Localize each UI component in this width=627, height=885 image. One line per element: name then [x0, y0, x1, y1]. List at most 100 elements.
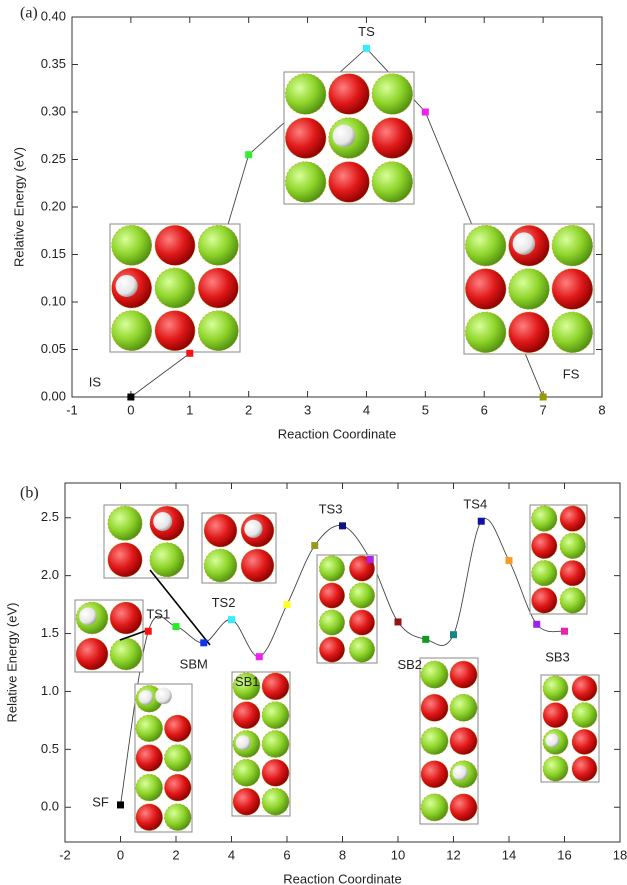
atom — [531, 533, 557, 559]
structure-inset — [135, 684, 192, 832]
x-axis-label: Reaction Coordinate — [278, 426, 397, 441]
y-tick-label: 0.5 — [41, 741, 59, 756]
x-tick-label: 2 — [245, 402, 252, 417]
atom — [110, 602, 142, 634]
hydrogen-atom — [333, 125, 355, 147]
atom — [319, 583, 344, 608]
atom — [421, 661, 448, 688]
x-tick-label: 6 — [481, 402, 488, 417]
atom — [450, 794, 477, 821]
x-tick-label: 18 — [613, 847, 627, 862]
atom — [262, 759, 289, 786]
atom — [349, 637, 374, 662]
atom — [465, 312, 506, 353]
y-tick-label: 0.20 — [41, 198, 66, 213]
atom — [319, 637, 344, 662]
atom — [465, 225, 506, 266]
structure-inset — [420, 658, 478, 824]
x-tick-label: 1 — [186, 402, 193, 417]
data-point — [145, 628, 152, 635]
atom — [421, 727, 448, 754]
data-point — [540, 394, 547, 401]
atom — [349, 610, 374, 635]
atom — [112, 225, 152, 265]
atom — [198, 225, 238, 265]
x-tick-label: 14 — [502, 847, 516, 862]
atom — [509, 312, 550, 353]
x-tick-label: 10 — [391, 847, 405, 862]
x-tick-label: 5 — [422, 402, 429, 417]
x-tick-label: 6 — [283, 847, 290, 862]
atom — [552, 312, 593, 353]
point-label: FS — [563, 366, 580, 381]
point-label: TS2 — [212, 595, 236, 610]
atom — [421, 761, 448, 788]
atom — [233, 759, 260, 786]
atom — [372, 74, 413, 115]
data-point — [450, 631, 457, 638]
atom — [509, 269, 550, 310]
atom — [572, 703, 597, 728]
atom — [108, 506, 142, 540]
data-point — [256, 653, 263, 660]
x-tick-label: 0 — [117, 847, 124, 862]
point-label: SF — [92, 794, 109, 809]
structure-inset — [202, 513, 276, 583]
y-tick-label: 0.35 — [41, 56, 66, 71]
atom — [319, 556, 344, 581]
atom — [421, 694, 448, 721]
atom — [155, 225, 195, 265]
atom — [150, 543, 184, 577]
atom — [450, 694, 477, 721]
y-tick-label: 0.05 — [41, 341, 66, 356]
atom — [164, 745, 191, 772]
y-tick-label: 1.0 — [41, 683, 59, 698]
atom — [204, 514, 237, 547]
hydrogen-atom — [513, 232, 535, 254]
data-point — [245, 151, 252, 158]
x-tick-label: 4 — [228, 847, 235, 862]
structure-inset — [232, 672, 290, 816]
atom — [164, 715, 191, 742]
atom — [450, 727, 477, 754]
figure: (a)0.000.050.100.150.200.250.300.350.40-… — [0, 0, 627, 885]
x-tick-label: 4 — [363, 402, 370, 417]
atom — [233, 788, 260, 815]
data-point — [367, 556, 374, 563]
hydrogen-atom — [545, 734, 559, 748]
atom — [319, 610, 344, 635]
atom — [572, 676, 597, 701]
data-point — [186, 350, 193, 357]
atom — [543, 676, 568, 701]
atom — [108, 543, 142, 577]
point-label: SBM — [180, 656, 208, 671]
atom — [155, 268, 195, 308]
atom — [241, 549, 274, 582]
data-point — [117, 801, 124, 808]
structure-inset — [284, 72, 414, 204]
data-point — [228, 616, 235, 623]
point-label: SB2 — [397, 657, 422, 672]
point-label: TS4 — [463, 497, 487, 512]
x-tick-label: -2 — [59, 847, 71, 862]
x-tick-label: 3 — [304, 402, 311, 417]
x-tick-label: -1 — [66, 402, 78, 417]
atom — [136, 774, 163, 801]
point-label: TS3 — [319, 501, 343, 516]
data-point — [200, 639, 207, 646]
atom — [204, 549, 237, 582]
hydrogen-atom — [236, 735, 251, 750]
point-label: IS — [89, 374, 102, 389]
panel-label: (a) — [20, 5, 38, 22]
hydrogen-atom — [116, 275, 138, 297]
data-point — [284, 601, 291, 608]
atom — [372, 162, 413, 203]
atom — [349, 583, 374, 608]
x-tick-label: 2 — [172, 847, 179, 862]
structure-inset — [317, 555, 377, 663]
atom — [552, 269, 593, 310]
atom — [552, 225, 593, 266]
x-tick-label: 12 — [446, 847, 460, 862]
atom — [262, 788, 289, 815]
y-tick-label: 0.30 — [41, 103, 66, 118]
